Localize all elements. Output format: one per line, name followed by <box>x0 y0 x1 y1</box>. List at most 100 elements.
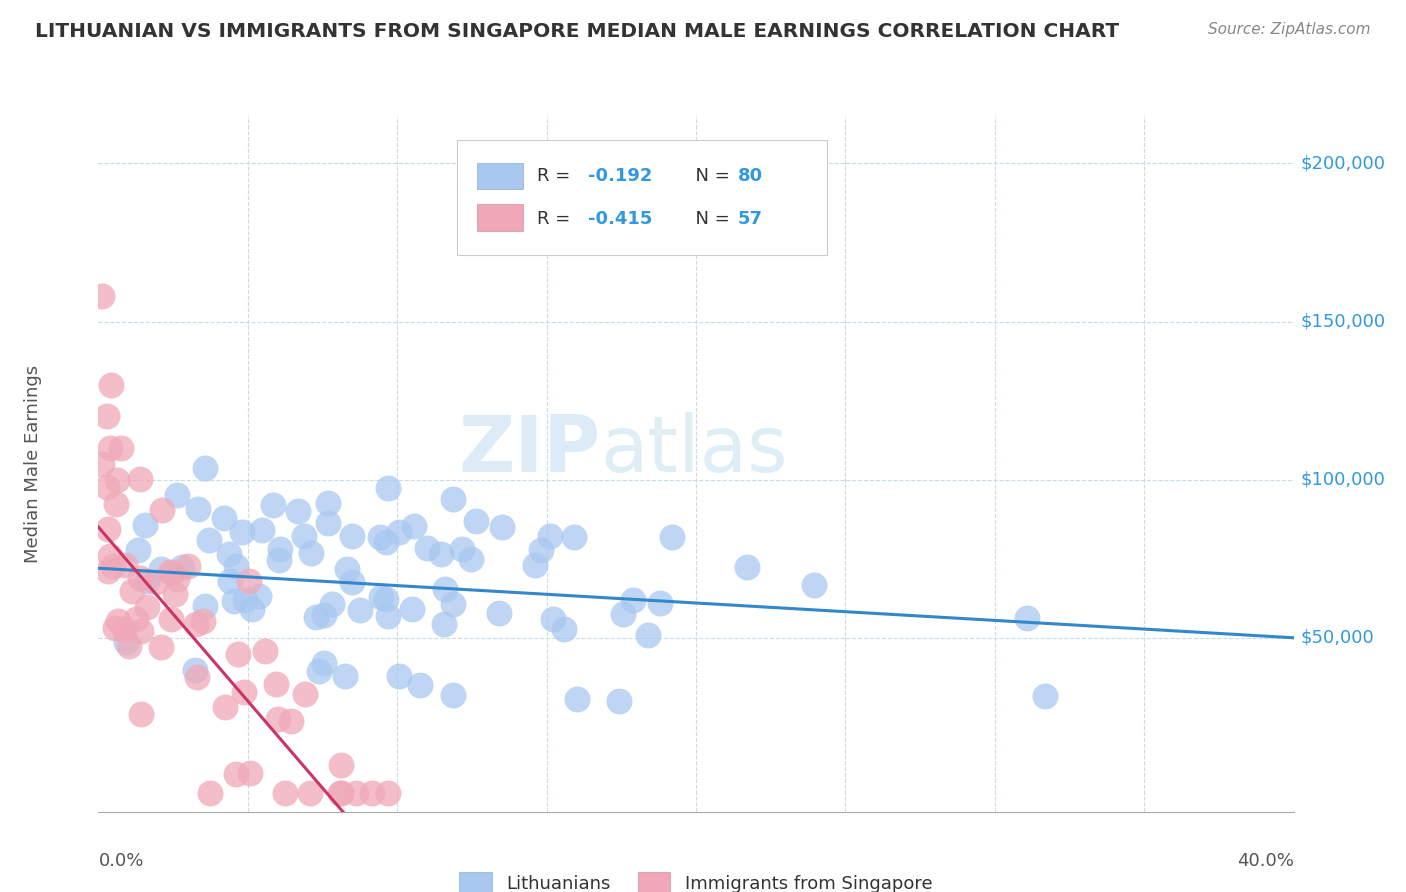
Point <box>1033 690 1056 704</box>
Point <box>224 593 246 607</box>
Point <box>105 473 128 487</box>
Point <box>349 603 371 617</box>
Text: Source: ZipAtlas.com: Source: ZipAtlas.com <box>1208 22 1371 37</box>
Point <box>96 409 118 424</box>
Point <box>129 472 152 486</box>
Point <box>134 517 156 532</box>
Point <box>460 552 482 566</box>
Point <box>637 628 659 642</box>
Point <box>131 707 153 722</box>
Text: 0.0%: 0.0% <box>98 852 143 870</box>
Point <box>107 614 129 628</box>
Point <box>430 548 453 562</box>
Point <box>97 522 120 536</box>
Point <box>530 542 553 557</box>
Point <box>287 504 309 518</box>
Point <box>115 635 138 649</box>
Point <box>294 687 316 701</box>
Point <box>194 599 217 613</box>
Point <box>451 541 474 556</box>
Point <box>101 559 124 574</box>
Point <box>184 663 207 677</box>
Point <box>97 564 120 578</box>
Point <box>186 670 208 684</box>
Text: $150,000: $150,000 <box>1301 312 1386 331</box>
Text: -0.192: -0.192 <box>588 167 652 185</box>
Point <box>377 609 399 624</box>
Text: N =: N = <box>685 210 735 228</box>
Point <box>226 647 249 661</box>
Point <box>292 529 315 543</box>
Point <box>197 533 219 547</box>
Point <box>491 520 513 534</box>
Point <box>100 377 122 392</box>
Point <box>374 534 396 549</box>
Point <box>409 678 432 692</box>
Point <box>488 607 510 621</box>
Point <box>648 596 671 610</box>
Text: $200,000: $200,000 <box>1301 154 1385 172</box>
Point <box>114 558 136 572</box>
Point <box>110 441 132 455</box>
Point <box>402 518 425 533</box>
Point <box>370 590 392 604</box>
Point <box>235 593 257 607</box>
Point <box>193 614 215 628</box>
Point <box>329 786 352 800</box>
Text: R =: R = <box>537 167 576 185</box>
Text: atlas: atlas <box>600 412 787 488</box>
Point <box>314 608 336 623</box>
Point <box>434 582 457 596</box>
Point <box>96 479 118 493</box>
Point <box>267 712 290 726</box>
Point <box>274 786 297 800</box>
Point <box>553 622 575 636</box>
Point <box>129 624 152 638</box>
Point <box>524 558 547 573</box>
Text: R =: R = <box>537 210 576 228</box>
Point <box>567 692 589 706</box>
Point <box>316 516 339 530</box>
Point <box>336 562 359 576</box>
Point <box>374 591 396 606</box>
Point <box>135 599 157 614</box>
Point <box>225 558 247 573</box>
Point <box>218 547 240 561</box>
Point <box>433 616 456 631</box>
Point <box>803 578 825 592</box>
Point <box>247 589 270 603</box>
Point <box>112 623 135 637</box>
Text: 80: 80 <box>738 167 763 185</box>
Text: LITHUANIAN VS IMMIGRANTS FROM SINGAPORE MEDIAN MALE EARNINGS CORRELATION CHART: LITHUANIAN VS IMMIGRANTS FROM SINGAPORE … <box>35 22 1119 41</box>
Point <box>388 669 411 683</box>
Point <box>165 587 187 601</box>
Point <box>162 566 184 581</box>
Point <box>737 560 759 574</box>
Point <box>344 786 367 800</box>
Point <box>298 786 321 800</box>
Point <box>340 575 363 590</box>
Text: 57: 57 <box>738 210 763 228</box>
Point <box>250 523 273 537</box>
Point <box>98 441 121 455</box>
Point <box>91 289 114 303</box>
Point <box>342 529 364 543</box>
Point <box>98 549 121 564</box>
Point <box>305 610 328 624</box>
Point <box>269 542 291 557</box>
Point <box>239 766 262 780</box>
Point <box>661 530 683 544</box>
Point <box>361 786 384 800</box>
Point <box>388 524 411 539</box>
Point <box>254 644 277 658</box>
Point <box>538 529 561 543</box>
Point <box>125 612 148 626</box>
Point <box>377 481 399 495</box>
Point <box>562 530 585 544</box>
Point <box>170 559 193 574</box>
Point <box>150 503 173 517</box>
Point <box>166 573 188 587</box>
Point <box>308 665 330 679</box>
Text: -0.415: -0.415 <box>588 210 652 228</box>
Point <box>238 574 260 588</box>
